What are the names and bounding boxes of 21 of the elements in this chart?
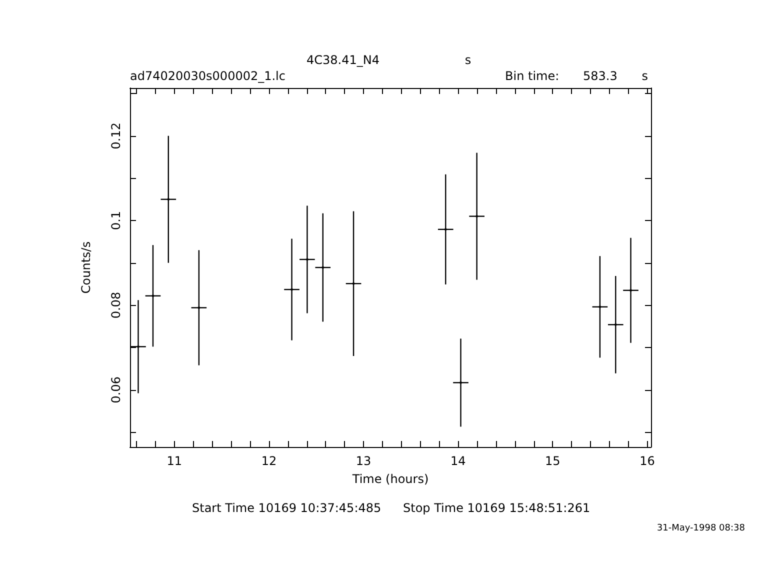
y-tick-label: 0.1 xyxy=(109,210,123,230)
text: Start Time 10169 10:37:45:485 xyxy=(192,501,382,515)
y-tick-label: 0.06 xyxy=(109,376,123,404)
x-axis-title: Time (hours) xyxy=(351,472,429,486)
text: 31-May-1998 08:38 xyxy=(656,524,746,534)
x-tick-label: 16 xyxy=(640,454,655,468)
y-axis-title: Counts/s xyxy=(79,241,93,294)
text: s xyxy=(464,53,472,67)
text: Stop Time 10169 15:48:51:261 xyxy=(403,501,590,515)
x-tick-label: 15 xyxy=(545,454,560,468)
y-tick-label: 0.12 xyxy=(109,122,123,150)
x-tick-label: 12 xyxy=(261,454,277,468)
text: 583.3 xyxy=(583,69,618,83)
chart-title: 4C38.41_N4 xyxy=(306,53,380,67)
x-tick-label: 13 xyxy=(356,454,372,468)
x-tick-label: 14 xyxy=(450,454,466,468)
chart-subtitle: ad74020030s000002_1.lc xyxy=(130,69,286,83)
x-tick-label: 11 xyxy=(166,454,182,468)
y-tick-label: 0.08 xyxy=(109,292,123,319)
text: Bin time: xyxy=(505,69,560,83)
text: s xyxy=(642,69,648,83)
